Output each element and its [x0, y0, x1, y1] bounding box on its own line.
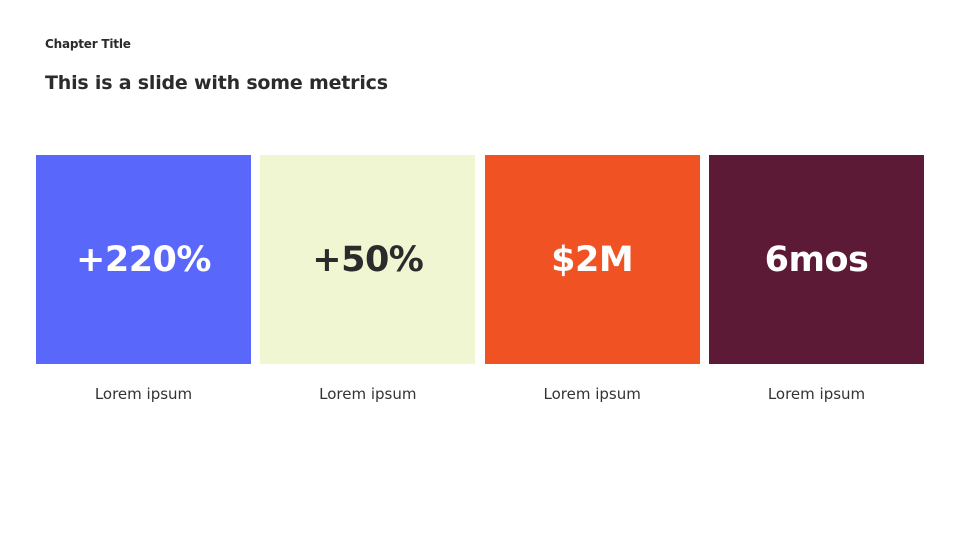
metric-label: Lorem ipsum	[319, 385, 417, 403]
metric-label: Lorem ipsum	[767, 385, 866, 403]
metric-card-1: +220% Lorem ipsum	[36, 155, 251, 403]
metric-label: Lorem ipsum	[543, 385, 641, 403]
chapter-title: Chapter Title	[45, 37, 131, 51]
slide-title: This is a slide with some metrics	[45, 72, 388, 94]
metric-value: $2M	[551, 239, 634, 280]
metric-box: +220%	[36, 155, 251, 364]
metric-value: +220%	[76, 239, 211, 280]
metric-card-2: +50% Lorem ipsum	[260, 155, 476, 403]
metric-box: $2M	[484, 155, 700, 364]
metrics-row: +220% Lorem ipsum +50% Lorem ipsum $2M L…	[36, 155, 924, 403]
metric-value: 6mos	[764, 239, 869, 280]
metric-card-4: 6mos Lorem ipsum	[708, 155, 924, 403]
metric-label: Lorem ipsum	[94, 385, 193, 403]
metric-box: 6mos	[708, 155, 924, 364]
metric-value: +50%	[312, 239, 424, 280]
metric-card-3: $2M Lorem ipsum	[484, 155, 700, 403]
metric-box: +50%	[260, 155, 476, 364]
